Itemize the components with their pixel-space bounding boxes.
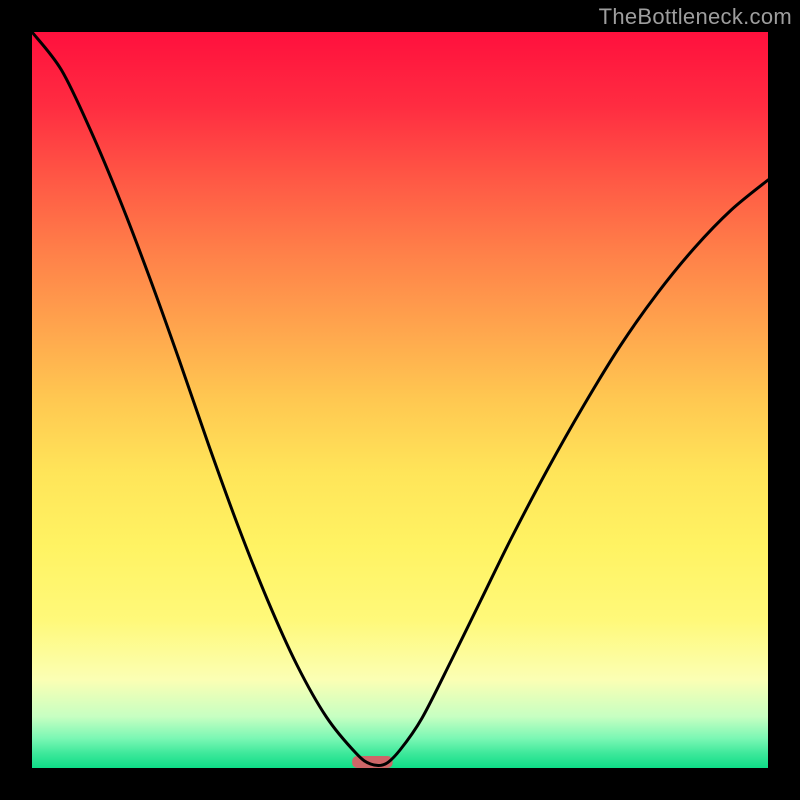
plot-background bbox=[32, 32, 768, 768]
chart-canvas: TheBottleneck.com bbox=[0, 0, 800, 800]
bottleneck-chart bbox=[0, 0, 800, 800]
watermark-text: TheBottleneck.com bbox=[599, 4, 792, 30]
